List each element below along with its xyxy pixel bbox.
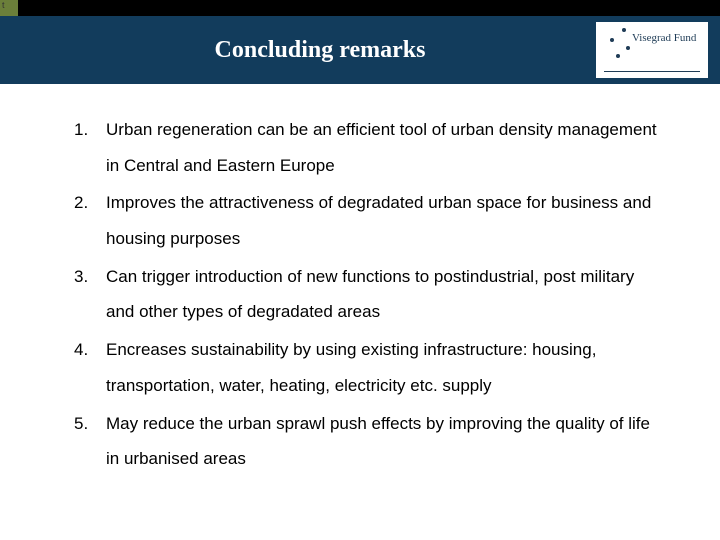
- list-item: Urban regeneration can be an efficient t…: [64, 112, 660, 183]
- visegrad-logo: Visegrad Fund: [596, 22, 708, 78]
- list-item: Can trigger introduction of new function…: [64, 259, 660, 330]
- logo-underline: [604, 71, 700, 72]
- list-item: Improves the attractiveness of degradate…: [64, 185, 660, 256]
- content-area: Urban regeneration can be an efficient t…: [0, 84, 720, 489]
- header-band: Concluding remarks Visegrad Fund: [0, 16, 720, 84]
- top-strip: t: [0, 0, 720, 16]
- list-item: Encreases sustainability by using existi…: [64, 332, 660, 403]
- list-item: May reduce the urban sprawl push effects…: [64, 406, 660, 477]
- corner-block: t: [0, 0, 18, 16]
- remarks-list: Urban regeneration can be an efficient t…: [64, 112, 660, 477]
- logo-text: Visegrad Fund: [632, 32, 696, 44]
